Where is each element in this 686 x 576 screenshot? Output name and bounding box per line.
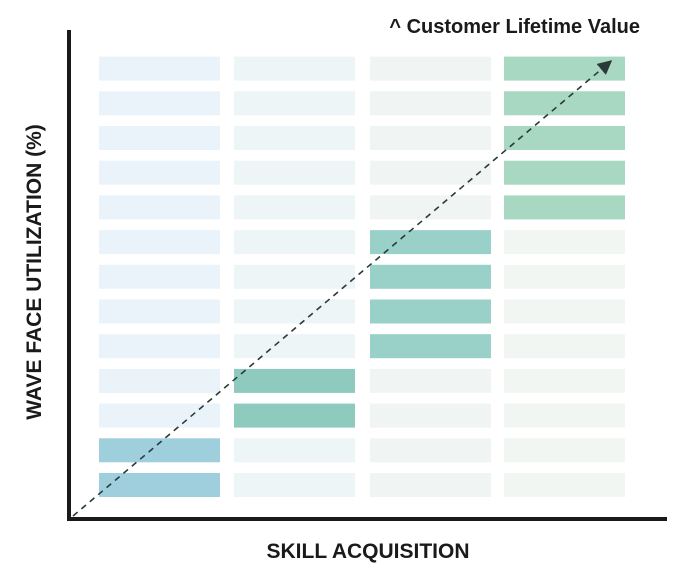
- bar-inactive: [234, 230, 355, 255]
- bar-inactive: [99, 56, 220, 81]
- bar-inactive: [370, 195, 491, 220]
- bar-inactive: [504, 230, 625, 255]
- bar-active: [370, 299, 491, 324]
- bar-inactive: [504, 299, 625, 324]
- bar-inactive: [370, 160, 491, 185]
- bar-active: [99, 473, 220, 497]
- bar-active: [504, 195, 625, 220]
- bar-active: [370, 230, 491, 255]
- bar-inactive: [234, 299, 355, 324]
- bar-active: [234, 403, 355, 428]
- bar-inactive: [370, 91, 491, 116]
- bar-inactive: [99, 334, 220, 359]
- bar-inactive: [234, 91, 355, 116]
- bar-inactive: [99, 126, 220, 150]
- bar-inactive: [99, 160, 220, 185]
- bar-inactive: [234, 195, 355, 220]
- bar-active: [370, 334, 491, 359]
- bar-inactive: [234, 334, 355, 359]
- bar-inactive: [504, 403, 625, 428]
- bar-inactive: [370, 438, 491, 463]
- bar-inactive: [99, 195, 220, 220]
- growth-arrow: [72, 60, 613, 517]
- annotation-label: ^ Customer Lifetime Value: [389, 16, 640, 38]
- bar-inactive: [99, 264, 220, 289]
- bar-inactive: [234, 56, 355, 81]
- bar-inactive: [504, 473, 625, 497]
- bar-active: [370, 264, 491, 289]
- bar-inactive: [234, 160, 355, 185]
- bar-grid: [99, 56, 625, 497]
- bar-active: [234, 368, 355, 393]
- bar-active: [504, 126, 625, 150]
- bar-inactive: [99, 299, 220, 324]
- bar-inactive: [234, 438, 355, 463]
- bar-active: [504, 160, 625, 185]
- y-axis-label: WAVE FACE UTILIZATION (%): [23, 124, 46, 420]
- bar-inactive: [370, 56, 491, 81]
- bar-inactive: [234, 126, 355, 150]
- bar-inactive: [99, 368, 220, 393]
- bar-inactive: [504, 264, 625, 289]
- x-axis-label: SKILL ACQUISITION: [266, 540, 469, 563]
- bar-active: [504, 91, 625, 116]
- bar-inactive: [504, 438, 625, 463]
- bar-inactive: [370, 368, 491, 393]
- bar-inactive: [234, 264, 355, 289]
- bar-inactive: [504, 368, 625, 393]
- bar-inactive: [99, 403, 220, 428]
- bar-inactive: [234, 473, 355, 497]
- bar-inactive: [99, 230, 220, 255]
- bar-inactive: [99, 91, 220, 116]
- bar-active: [504, 56, 625, 81]
- bar-inactive: [370, 473, 491, 497]
- bar-inactive: [370, 403, 491, 428]
- bar-inactive: [370, 126, 491, 150]
- bar-inactive: [504, 334, 625, 359]
